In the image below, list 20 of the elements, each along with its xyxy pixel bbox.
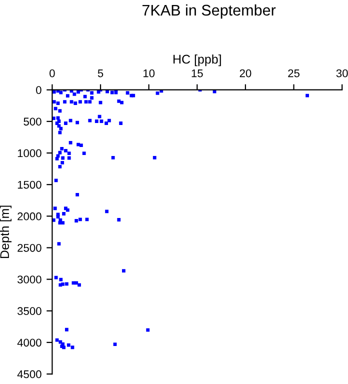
x-tick-label: 10 [143, 69, 155, 78]
y-tick-label: 500 [24, 118, 42, 126]
y-tick-label: 3000 [17, 276, 42, 284]
y-tick-label: 2000 [18, 212, 42, 220]
chart-title: 7KAB in September [142, 4, 276, 19]
x-tick-label: 30 [336, 69, 348, 78]
y-tick-label: 0 [36, 86, 42, 94]
x-tick-label: 0 [50, 69, 55, 78]
x-tick-label: 25 [288, 69, 300, 78]
y-tick-label: 3500 [17, 307, 42, 316]
y-tick-label: 1500 [18, 180, 42, 189]
y-tick-label: 4500 [17, 370, 42, 378]
y-axis-title: Depth [m] [0, 206, 12, 258]
x-tick-label: 5 [98, 69, 104, 78]
x-axis-title: HC [ppb] [174, 54, 221, 66]
x-tick-label: 15 [192, 69, 203, 78]
y-tick-label: 2500 [18, 244, 42, 252]
y-tick-label: 4000 [17, 338, 42, 347]
y-tick-label: 1000 [18, 149, 42, 158]
x-tick-label: 20 [240, 69, 252, 78]
